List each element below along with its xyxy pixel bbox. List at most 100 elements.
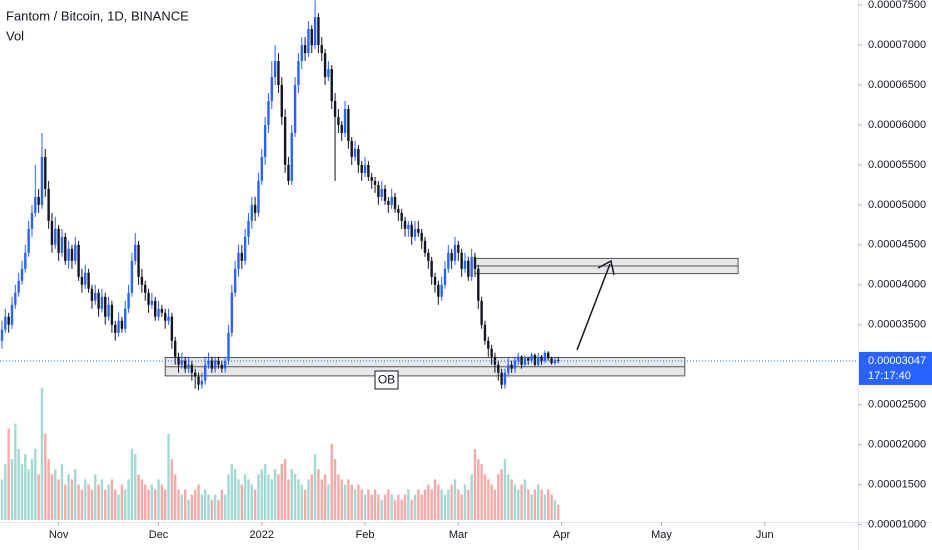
- candle-body: [337, 116, 340, 125]
- volume-bar: [303, 489, 307, 520]
- y-tick-label: 0.00005500: [868, 159, 926, 171]
- candle-body: [427, 252, 430, 261]
- volume-bar: [84, 479, 87, 520]
- candle-body: [317, 17, 320, 46]
- volume-bar: [177, 489, 180, 520]
- candle-body: [30, 212, 34, 229]
- candle-body: [333, 101, 337, 117]
- candle-body: [220, 364, 224, 369]
- volume-bar: [127, 479, 130, 520]
- volume-bar: [120, 484, 124, 520]
- candle-body: [487, 340, 490, 349]
- volume-bar: [273, 469, 277, 520]
- volume-bar: [453, 479, 457, 520]
- volume-bar: [450, 484, 453, 520]
- candle-body: [157, 308, 160, 317]
- candle-body: [74, 244, 77, 261]
- volume-bar: [24, 454, 27, 520]
- candle-body: [190, 364, 194, 373]
- candle-body: [530, 355, 533, 361]
- volume-bar: [293, 474, 297, 520]
- volume-bar: [447, 489, 450, 520]
- volume-bar: [493, 489, 497, 520]
- candle-body: [393, 196, 397, 209]
- volume-bar: [320, 479, 323, 520]
- volume-bar: [343, 484, 347, 520]
- annotation-label: OB: [378, 373, 395, 387]
- candle-body: [447, 252, 450, 269]
- candle-body: [40, 156, 44, 205]
- candle-body: [257, 180, 260, 213]
- candle-body: [20, 268, 24, 281]
- volume-bar: [537, 484, 540, 520]
- candle-body: [237, 252, 240, 269]
- y-tick-label: 0.00005000: [868, 199, 926, 211]
- arrow: [576, 259, 615, 351]
- candle-body: [183, 360, 187, 369]
- y-tick-label: 0.00002500: [868, 399, 926, 411]
- candle-body: [383, 188, 387, 201]
- candle-body: [47, 188, 50, 221]
- volume-bar: [257, 474, 260, 520]
- candle-body: [403, 220, 407, 229]
- volume-bar: [97, 484, 100, 520]
- candle-body: [27, 228, 30, 253]
- y-tick-label: 0.00003500: [868, 319, 926, 331]
- volume-bar: [387, 489, 390, 520]
- candle-body: [297, 61, 300, 86]
- candle-body: [187, 364, 190, 369]
- volume-bar: [100, 479, 104, 520]
- volume-bar: [223, 494, 227, 520]
- candle-body: [483, 324, 487, 341]
- candle-body: [370, 176, 373, 181]
- volume-bar: [430, 489, 433, 520]
- volume-bar: [74, 469, 77, 520]
- volume-bar: [37, 474, 40, 520]
- candle-body: [377, 184, 380, 197]
- candle-body: [107, 304, 110, 317]
- y-tick-label: 0.00007500: [868, 0, 926, 11]
- candle-body: [410, 224, 413, 237]
- candle-body: [480, 300, 483, 325]
- candle-body: [44, 156, 47, 189]
- volume-bar: [340, 479, 343, 520]
- volume-bar: [170, 459, 174, 520]
- candle-body: [124, 308, 127, 329]
- volume-bar: [80, 489, 84, 520]
- candle-body: [300, 45, 303, 62]
- chart-title: Fantom / Bitcoin, 1D, BINANCE: [6, 8, 189, 23]
- candle-body: [340, 124, 343, 133]
- volume-bar: [157, 479, 160, 520]
- candle-body: [167, 316, 170, 321]
- volume-bar: [117, 494, 120, 520]
- volume-bar: [34, 448, 37, 520]
- volume-bar: [350, 484, 353, 520]
- x-tick-label: Mar: [449, 529, 468, 541]
- volume-bar: [200, 494, 204, 520]
- candle-body: [293, 85, 297, 133]
- volume-bar: [220, 489, 224, 520]
- candle-body: [243, 236, 247, 261]
- candle-body: [137, 244, 140, 277]
- candle-body: [134, 244, 137, 261]
- candle-body: [453, 244, 457, 261]
- volume-bar: [10, 459, 14, 520]
- candle-body: [180, 360, 184, 365]
- x-tick-label: Feb: [356, 529, 375, 541]
- candle-body: [230, 292, 234, 333]
- volume-bar: [104, 489, 107, 520]
- last-price-label: 0.00003047: [868, 355, 926, 367]
- y-tick-label: 0.00002000: [868, 439, 926, 451]
- candle-body: [397, 208, 400, 213]
- volume-bar: [263, 464, 267, 520]
- volume-bar: [240, 484, 244, 520]
- candle-body: [34, 196, 37, 213]
- candle-body: [390, 196, 393, 205]
- candle-body: [90, 288, 94, 301]
- volume-bar: [193, 489, 197, 520]
- volume-bar: [233, 469, 237, 520]
- volume-bar: [520, 484, 523, 520]
- volume-bar: [383, 494, 387, 520]
- volume-bar: [547, 489, 550, 520]
- candle-body: [203, 364, 207, 381]
